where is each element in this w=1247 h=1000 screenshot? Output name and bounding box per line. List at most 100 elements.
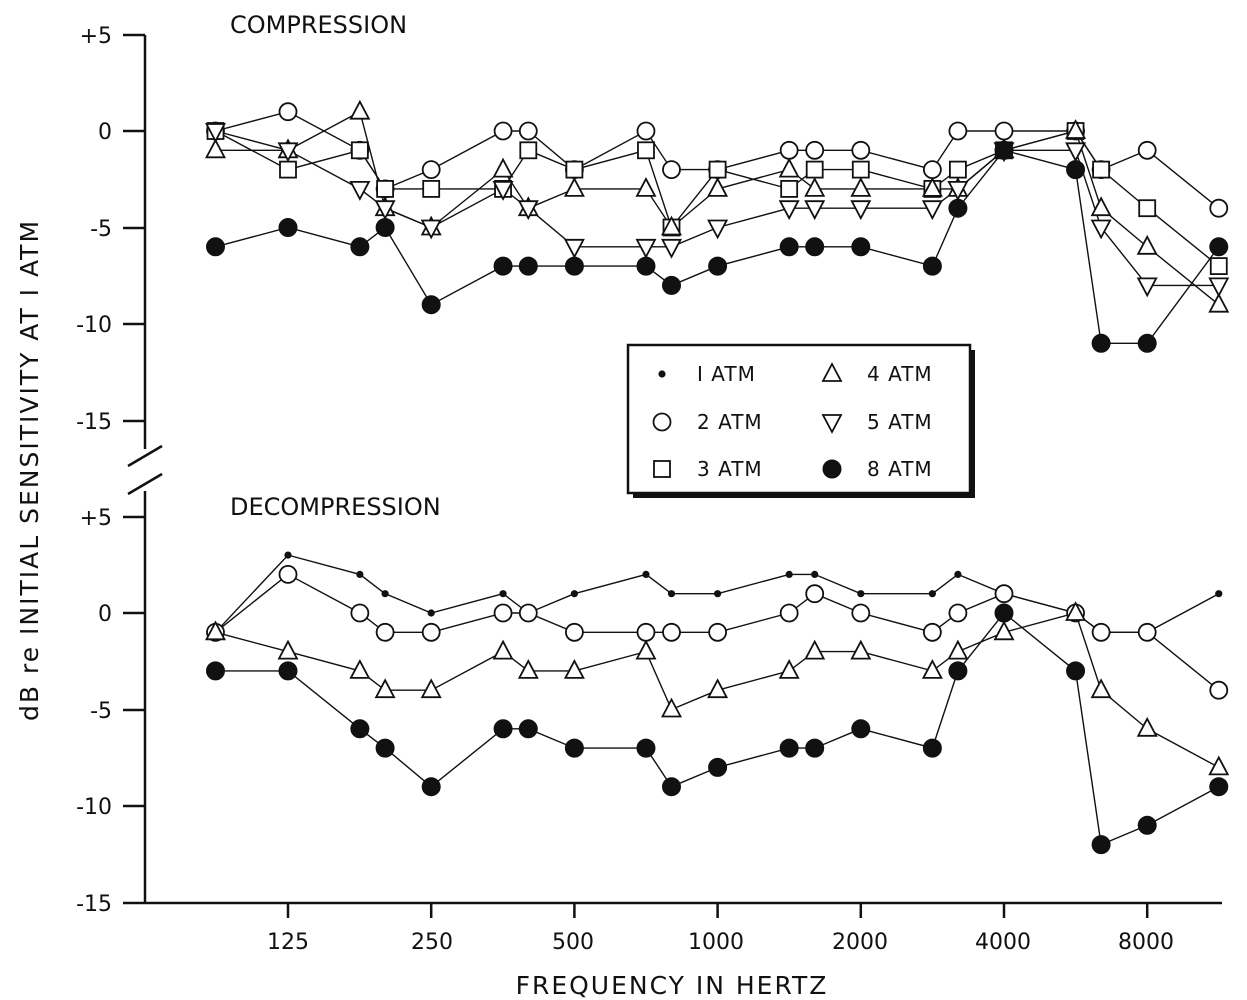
compression-data-point <box>563 238 585 259</box>
compression-data-point <box>994 140 1014 160</box>
decompression-data-point <box>922 622 942 642</box>
decompression-title: DECOMPRESSION <box>230 493 441 521</box>
compression-data-point <box>563 176 585 197</box>
compression-data-point <box>851 160 870 179</box>
compression-data-point <box>278 102 298 122</box>
decompression-data-point <box>636 622 656 642</box>
legend-marker <box>822 459 842 479</box>
decompression-data-point <box>850 639 872 660</box>
x-axis-ticks <box>286 903 1149 918</box>
decompression-y-tick-labels: +5 0 -5 -10 -15 <box>76 506 112 917</box>
compression-data-point <box>780 179 799 198</box>
decompression-data-point <box>350 603 370 623</box>
decompression-markers-4-atm <box>204 601 1230 776</box>
compression-data-point <box>921 200 943 221</box>
compression-data-point <box>779 140 799 160</box>
legend-box <box>626 343 972 495</box>
compression-data-point <box>636 256 656 276</box>
decompression-data-point <box>1137 815 1157 835</box>
decompression-data-point <box>994 603 1014 623</box>
decompression-data-point <box>954 570 962 579</box>
decompression-data-point <box>1136 716 1158 737</box>
decompression-data-point <box>928 590 936 598</box>
decompression-data-point <box>421 622 441 642</box>
compression-data-point <box>851 140 871 160</box>
compression-data-point <box>565 160 584 179</box>
compression-data-point <box>349 99 371 120</box>
legend-marker <box>821 414 843 434</box>
compression-data-point <box>850 176 872 197</box>
decompression-data-point <box>492 639 514 660</box>
compression-data-point <box>636 121 656 141</box>
compression-data-point <box>1137 140 1157 160</box>
decompression-data-point <box>921 658 943 679</box>
legend-marker <box>653 460 671 478</box>
compression-data-point <box>1136 234 1158 255</box>
y-tick-label: 0 <box>98 120 112 145</box>
legend-label: I ATM <box>697 362 756 386</box>
decompression-data-point <box>811 570 819 579</box>
compression-markers-5-atm <box>204 123 1230 298</box>
decompression-data-point <box>421 777 441 797</box>
decompression-data-point <box>922 738 942 758</box>
legend-marker <box>658 370 666 378</box>
legend-marker <box>821 362 843 382</box>
decompression-data-point <box>374 678 396 699</box>
legend: I ATM 4 ATM 2 ATM 5 ATM 3 ATM 8 ATM <box>626 343 975 498</box>
decompression-data-point <box>707 678 729 699</box>
compression-y-ticks <box>123 33 145 423</box>
legend-label: 8 ATM <box>867 457 933 481</box>
compression-data-point <box>1066 160 1086 180</box>
legend-label: 3 ATM <box>697 457 763 481</box>
decompression-data-point <box>518 719 538 739</box>
compression-data-point <box>492 180 514 201</box>
compression-data-point <box>948 121 968 141</box>
compression-data-point <box>279 160 297 179</box>
decompression-data-point <box>661 777 681 797</box>
decompression-data-point <box>375 622 395 642</box>
decompression-data-point <box>948 661 968 681</box>
decompression-data-point <box>1091 835 1111 855</box>
x-tick-label: 250 <box>411 930 453 955</box>
compression-data-point <box>564 256 584 276</box>
y-tick-label: -15 <box>76 410 112 435</box>
compression-data-point <box>1209 237 1229 257</box>
decompression-data-point <box>493 603 513 623</box>
compression-data-point <box>779 237 799 257</box>
decompression-data-point <box>708 622 727 642</box>
decompression-data-point <box>805 584 825 604</box>
y-tick-label: 0 <box>98 602 112 627</box>
compression-data-point <box>804 176 826 197</box>
compression-data-point <box>493 256 513 276</box>
compression-data-point <box>1209 198 1229 218</box>
decompression-data-point <box>570 590 579 598</box>
decompression-data-point <box>518 603 538 623</box>
decompression-data-point <box>804 639 826 660</box>
decompression-data-point <box>205 661 225 681</box>
compression-data-point <box>1136 277 1158 298</box>
y-tick-label: -5 <box>90 217 112 242</box>
decompression-data-point <box>779 603 799 623</box>
decompression-data-point <box>1091 622 1111 642</box>
compression-data-point <box>422 179 441 198</box>
decompression-data-point <box>564 738 584 758</box>
x-tick-label: 2000 <box>832 930 888 955</box>
compression-data-point <box>518 256 538 276</box>
compression-data-point <box>375 218 395 237</box>
compression-data-point <box>994 121 1014 141</box>
decompression-data-point <box>714 590 722 598</box>
decompression-data-point <box>1066 661 1086 681</box>
compression-data-point <box>1065 142 1087 163</box>
decompression-data-point <box>278 565 298 584</box>
decompression-data-point <box>204 620 226 641</box>
compression-data-point <box>1138 199 1157 218</box>
compression-data-point <box>804 200 826 221</box>
legend-label: 5 ATM <box>867 410 933 434</box>
decompression-data-point <box>708 757 728 777</box>
decompression-data-point <box>661 697 682 718</box>
compression-data-point <box>708 160 727 179</box>
compression-data-point <box>662 160 681 180</box>
decompression-data-point <box>284 551 292 559</box>
legend-label: 4 ATM <box>867 362 933 386</box>
